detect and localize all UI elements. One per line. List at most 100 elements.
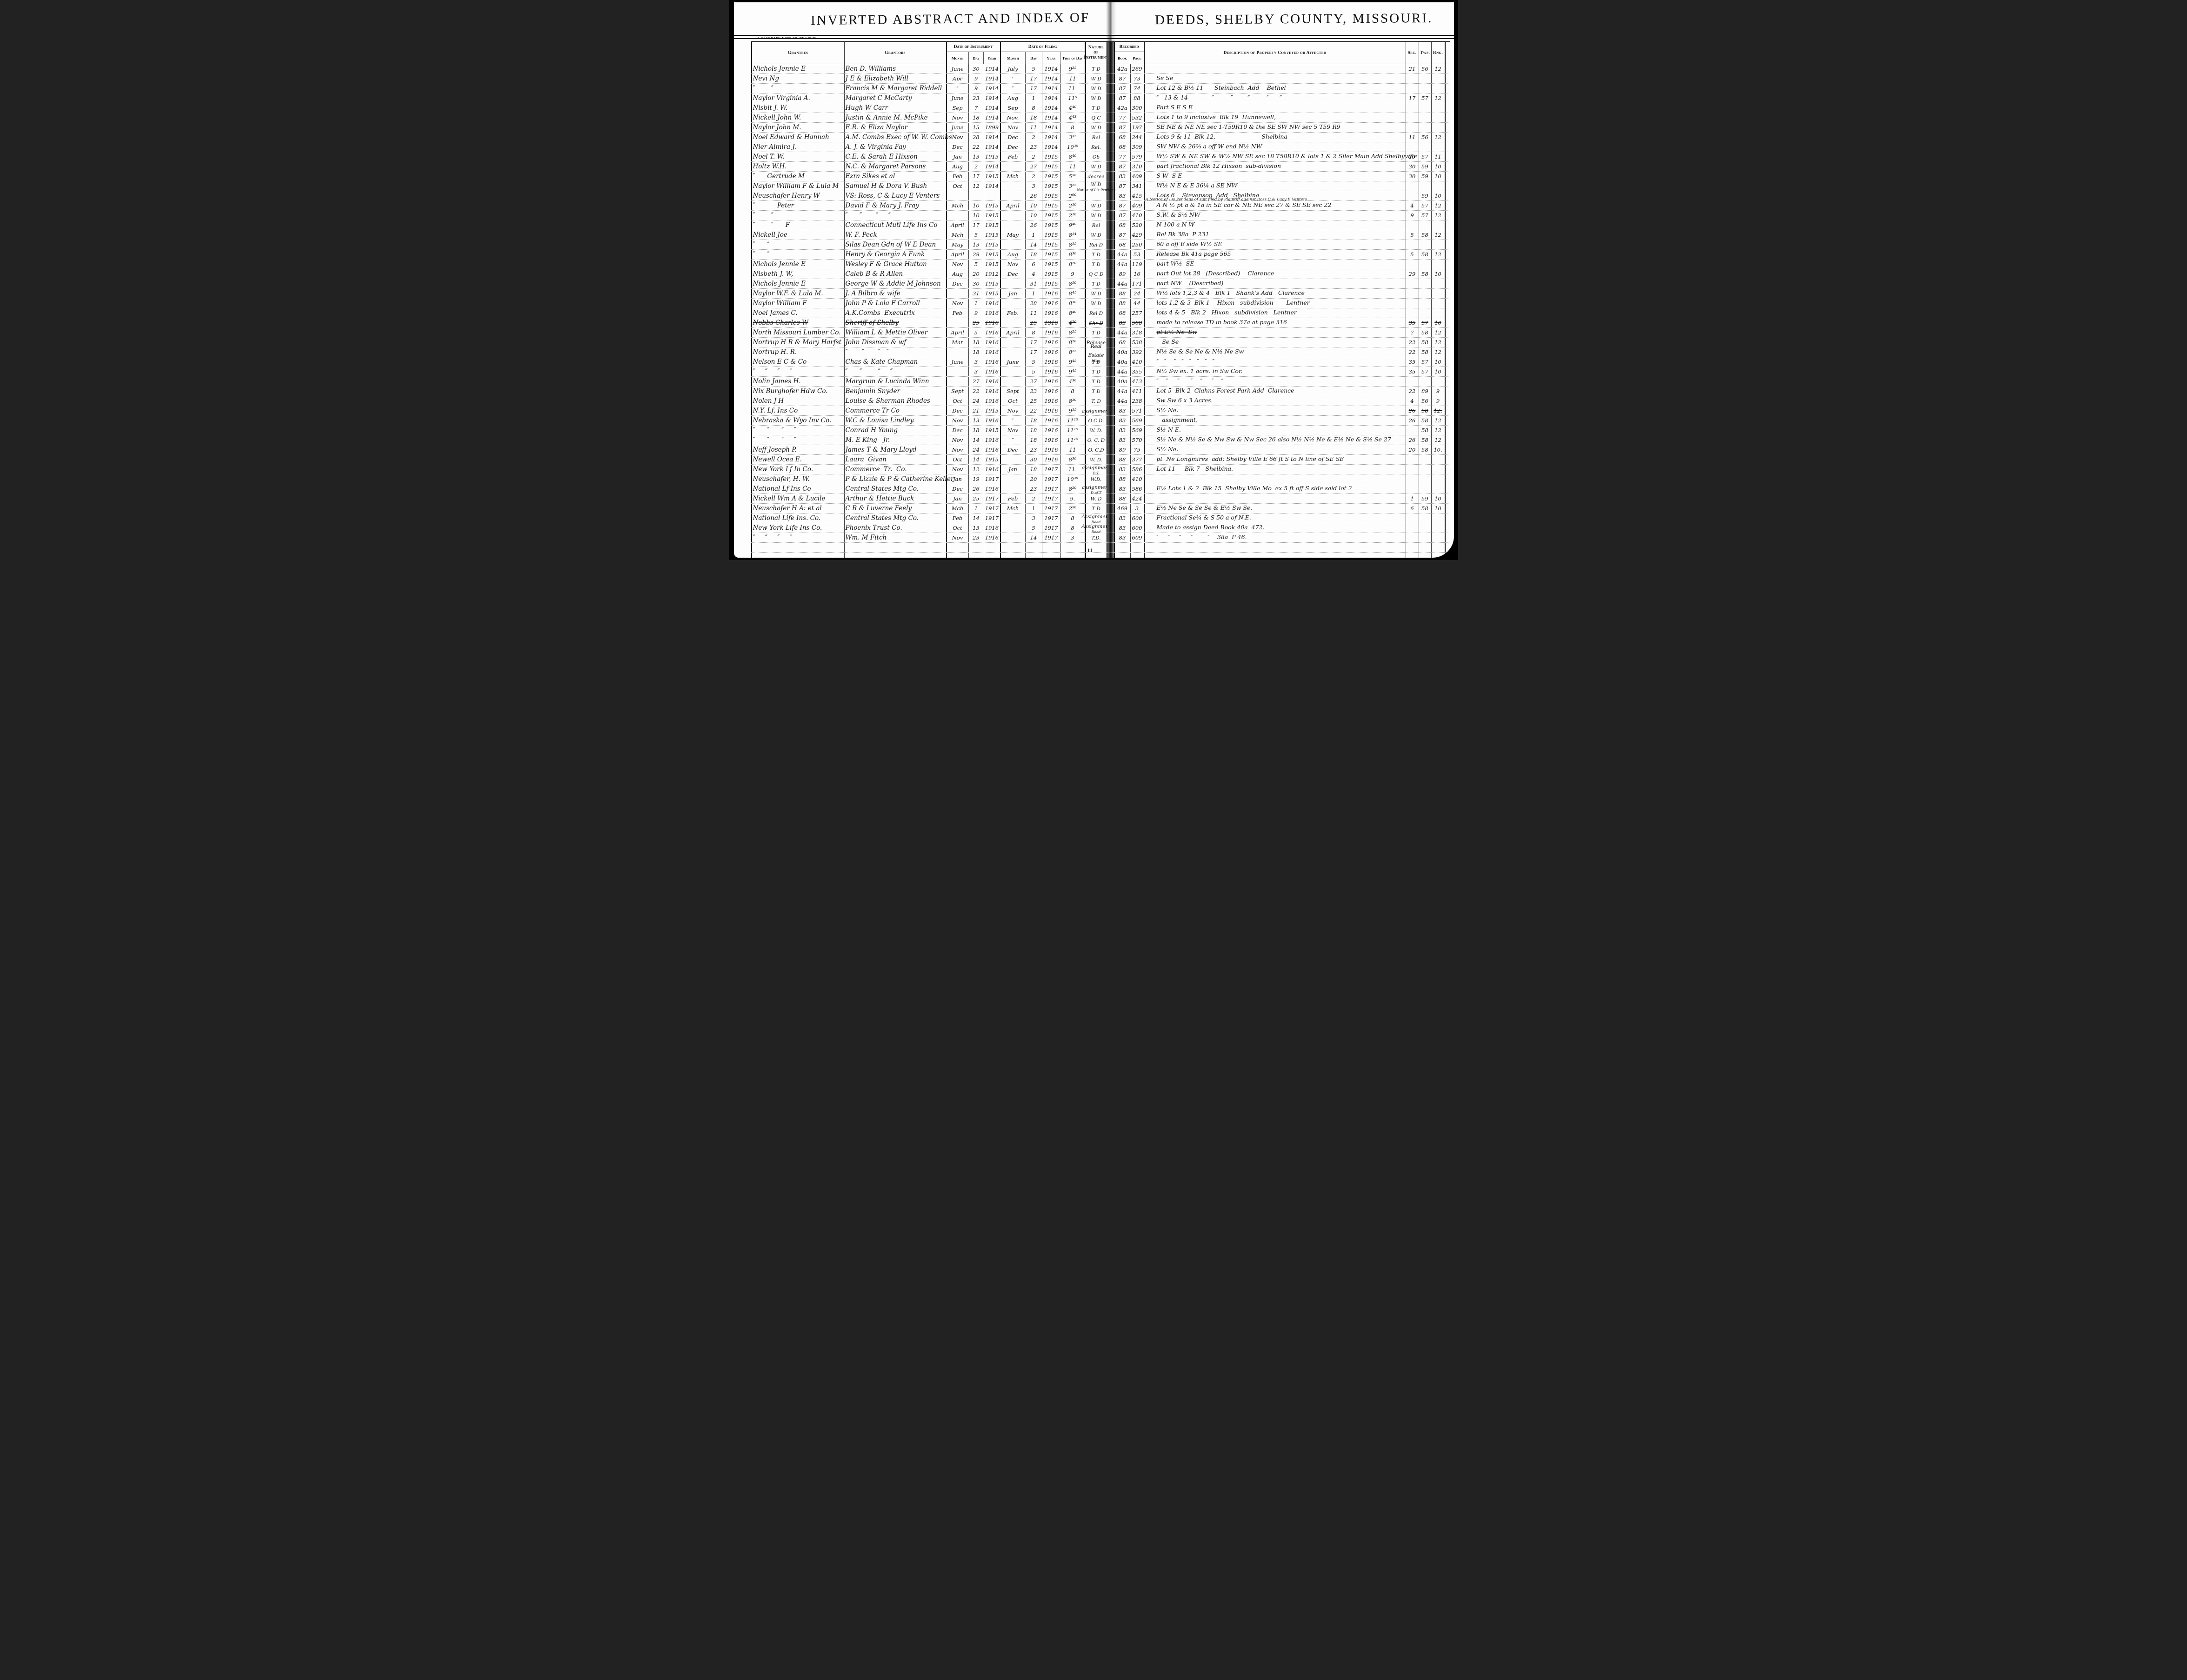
cell-sec [1406,523,1419,533]
cell-filing-year: 1917 [1042,494,1061,503]
cell-rng [1432,103,1446,113]
cell-filing-day: 11 [1026,123,1042,132]
page-gutter [1107,513,1114,523]
cell-filing-time: 9⁴⁰ [1061,220,1085,230]
cell-book: 87 [1114,211,1131,220]
cell-nature: Assignment Deed [1081,523,1111,534]
cell-filing-year: 1914 [1042,93,1061,103]
page-gutter [1107,445,1114,454]
cell-grantee: Nortrup H R & Mary Harfst [751,338,845,347]
col-header-inst-day: Day [969,52,984,64]
cell-description: Sw Sw 6 x 3 Acres. [1145,387,1406,404]
cell-description: lots 1,2 & 3 Blk 1 Hixon subdivision Len… [1145,289,1406,306]
cell-instrument-year: 1915 [984,279,1000,288]
cell-filing-year: 1914 [1042,142,1061,152]
cell-book: 83 [1114,484,1131,493]
cell-twp [1419,377,1432,386]
cell-instrument-month: June [946,123,969,132]
cell-book: 87 [1114,201,1131,210]
cell-sec: 30 [1406,172,1419,181]
cell-sec [1406,142,1419,152]
page-gutter [1107,396,1114,406]
cell-rng: 12 [1432,435,1446,445]
cell-book: 68 [1114,308,1131,318]
cell-grantor: Central States Mtg Co. [845,513,947,523]
cell-page: 409 [1131,201,1145,210]
col-header-book: Book [1115,52,1131,64]
cell-description: Lots 1 to 9 inclusive Blk 19 Hunnewell, [1145,103,1406,120]
ledger-row: ″ ″ Henry & Georgia A Funk April 29 1915… [751,250,1450,267]
cell-sec [1406,103,1419,113]
cell-filing-month: Dec [1000,269,1026,279]
ledger-row: Nichols Jennie E George W & Addie M John… [751,279,1450,296]
cell-nature: W. D. [1085,426,1107,435]
cell-instrument-day: 15 [969,123,984,132]
cell-nature: T D [1085,250,1107,259]
cell-grantee: Nebraska & Wyo Inv Co. [751,416,845,425]
cell-description: Made to assign Deed Book 40a 472. [1145,513,1406,531]
col-header-grantees: Grantees [751,42,845,64]
cell-rng: 9 [1432,396,1446,406]
cell-instrument-month: June [946,357,969,367]
cell-book: 42a [1114,103,1131,113]
page-gutter [1107,465,1114,474]
cell-filing-time: 9⁴⁵ [1061,357,1085,367]
page-gutter [1107,74,1114,83]
cell-grantor: Ben D. Williams [845,64,947,73]
cell-sec [1406,426,1419,435]
cell-instrument-year: 1915 [984,240,1000,249]
cell-instrument-year: 1914 [984,142,1000,152]
col-header-twp: Twp. [1419,42,1432,64]
cell-filing-day: 5 [1026,523,1042,533]
cell-grantee: Nobbs Charles W [751,318,845,327]
cell-grantee: National Life Ins. Co. [751,513,845,523]
cell-description: W½ lots 1,2,3 & 4 Blk 1 Shank's Add Clar… [1145,279,1406,296]
page-gutter [1107,201,1114,210]
cell-instrument-year: 1914 [984,93,1000,103]
cell-instrument-year: 1915 [984,172,1000,181]
cell-instrument-year: 1915 [984,250,1000,259]
cell-twp: 59 [1419,494,1432,503]
page-gutter [1107,172,1114,181]
cell-instrument-day: 14 [969,513,984,523]
cell-book: 44a [1114,328,1131,337]
cell-instrument-month: Aug [946,162,969,171]
cell-nature: T D [1085,260,1107,269]
page-gutter [1107,308,1114,318]
cell-twp: 57 [1419,367,1432,376]
cell-twp: 59 [1419,172,1432,181]
cell-instrument-year: 1915 [984,455,1000,464]
cell-page: 73 [1131,74,1145,83]
cell-page: 538 [1131,338,1145,347]
cell-nature: W.D. [1085,474,1107,484]
cell-book: 83 [1114,318,1131,327]
cell-book: 87 [1114,84,1131,93]
cell-book: 44a [1114,250,1131,259]
col-header-grantors: Grantors [845,42,947,64]
cell-book: 87 [1114,230,1131,240]
cell-description: part NW (Described) [1145,269,1406,287]
cell-grantor: Laura Givan [845,455,947,464]
cell-page: 392 [1131,347,1145,357]
cell-filing-month: Feb [1000,494,1026,503]
cell-grantor: Wm. M Fitch [845,533,947,542]
cell-filing-year: 1915 [1042,230,1061,240]
cell-filing-day: 23 [1026,484,1042,493]
cell-grantee: Nickell Wm A & Lucile [751,494,845,503]
page-title-right: DEEDS, SHELBY COUNTY, MISSOURI. [1154,10,1433,28]
cell-description: Release Bk 41a page 565 [1145,240,1406,257]
cell-twp: 57 [1419,318,1432,327]
cell-nature: W D [1085,230,1107,240]
cell-nature: W D [1085,211,1107,220]
cell-filing-time: 4⁴⁰ [1061,103,1085,113]
cell-filing-year: 1915 [1042,172,1061,181]
cell-filing-year: 1915 [1042,162,1061,171]
cell-rng [1432,553,1446,558]
cell-page: 409 [1131,172,1145,181]
cell-sec: 17 [1406,93,1419,103]
cell-twp [1419,289,1432,298]
cell-grantor: Wesley F & Grace Hutton [845,260,947,269]
cell-instrument-year: 1916 [984,338,1000,347]
page-gutter [1107,455,1114,464]
cell-filing-day: 20 [1026,474,1042,484]
